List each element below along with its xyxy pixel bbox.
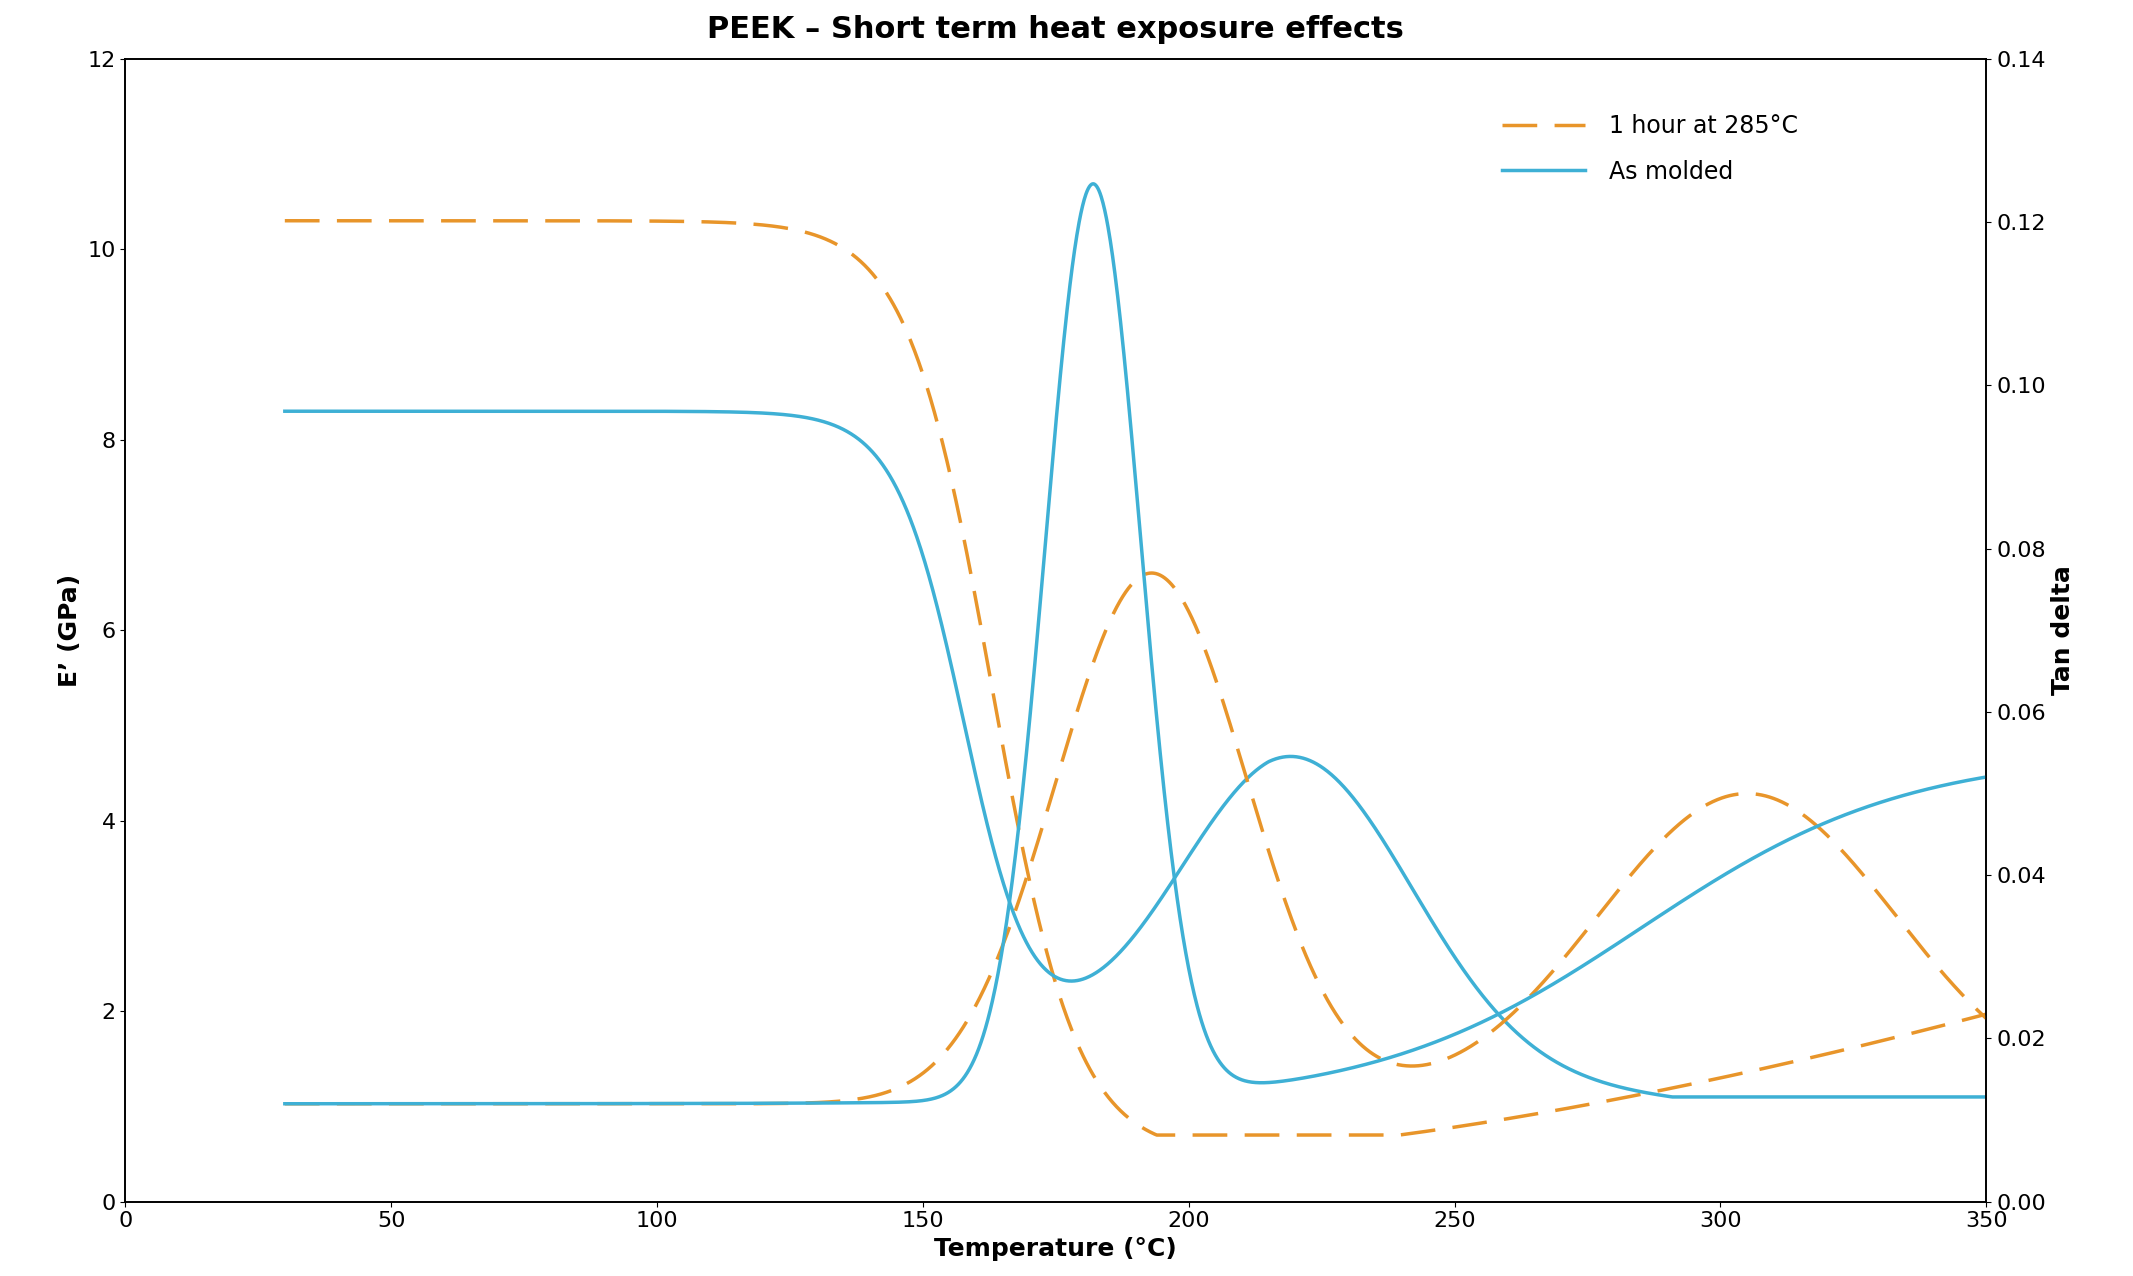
- 1 hour at 285°C: [273, 213, 299, 228]
- 1 hour at 285°C: [467, 213, 493, 228]
- As molded: [1659, 1090, 1685, 1105]
- As molded: [1941, 1090, 1967, 1105]
- As molded: [273, 403, 299, 419]
- Line: As molded: As molded: [286, 411, 1986, 1097]
- 1 hour at 285°C: [1941, 1014, 1967, 1030]
- As molded: [1758, 1090, 1783, 1105]
- 1 hour at 285°C: [924, 415, 949, 430]
- Legend: 1 hour at 285°C, As molded: 1 hour at 285°C, As molded: [1493, 105, 1807, 193]
- 1 hour at 285°C: [1758, 1059, 1783, 1074]
- X-axis label: Temperature (°C): Temperature (°C): [934, 1236, 1177, 1261]
- 1 hour at 285°C: [1973, 1007, 1999, 1022]
- Y-axis label: E’ (GPa): E’ (GPa): [58, 574, 81, 686]
- As molded: [567, 403, 593, 419]
- 1 hour at 285°C: [567, 213, 593, 228]
- As molded: [467, 403, 493, 419]
- 1 hour at 285°C: [998, 782, 1024, 798]
- As molded: [1973, 1090, 1999, 1105]
- As molded: [924, 600, 949, 615]
- As molded: [998, 898, 1024, 914]
- Line: 1 hour at 285°C: 1 hour at 285°C: [286, 221, 1986, 1136]
- Title: PEEK – Short term heat exposure effects: PEEK – Short term heat exposure effects: [708, 15, 1404, 43]
- 1 hour at 285°C: [1143, 1128, 1169, 1143]
- Y-axis label: Tan delta: Tan delta: [2052, 565, 2075, 695]
